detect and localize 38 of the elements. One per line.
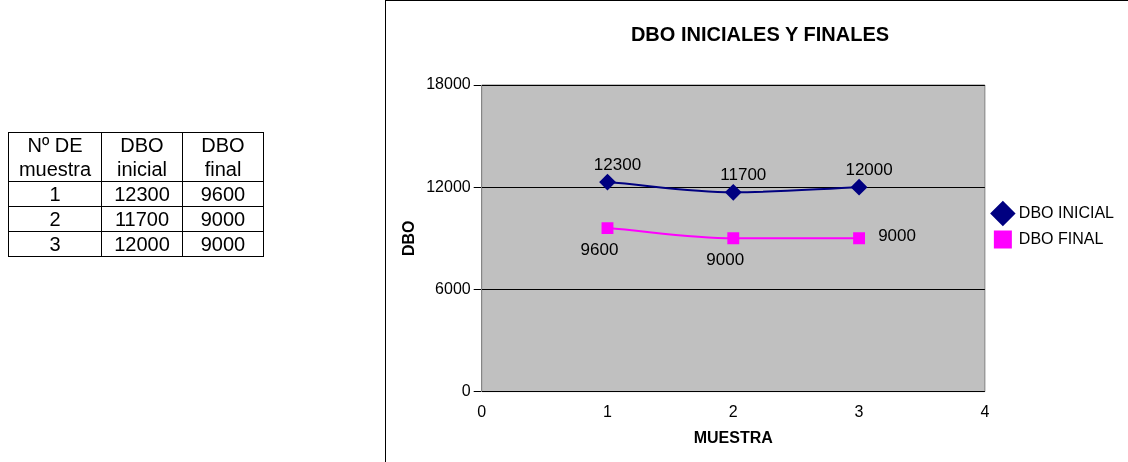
point (725, 184, 742, 201)
data-label: 9000 (706, 250, 745, 270)
data-label: 11700 (101, 206, 183, 232)
data-label: 9000 (182, 231, 264, 257)
x-tick-label: 1 (603, 402, 613, 420)
chart-title: DBO INICIALES Y FINALES (630, 22, 890, 45)
data-label: 12300 (593, 155, 642, 175)
x-axis-title: MUESTRA (693, 428, 774, 446)
text: DBO final (182, 132, 264, 182)
x-tick-label: 3 (854, 402, 864, 420)
data-label: 12000 (845, 160, 893, 180)
point (727, 232, 740, 245)
data-label: 12000 (101, 231, 183, 257)
text: DBO inicial (101, 132, 183, 182)
x-tick-label: 0 (477, 402, 487, 420)
point (853, 232, 866, 245)
point (851, 179, 868, 196)
y-tick-label: 0 (461, 382, 471, 400)
category-label: 1 (8, 181, 102, 207)
y-tick-label: 12000 (426, 177, 471, 195)
text: Nº DE muestra (8, 132, 102, 182)
category-label: 3 (8, 231, 102, 257)
point (599, 174, 616, 191)
data-label: 9600 (182, 181, 264, 207)
data-label: 11700 (720, 165, 767, 185)
x-tick-label: 2 (728, 402, 738, 420)
point (601, 222, 614, 235)
y-tick-label: 18000 (426, 75, 471, 93)
x-tick-label: 4 (980, 402, 990, 420)
y-axis-title: DBO (400, 220, 418, 257)
data-label: 12300 (101, 181, 183, 207)
data-label: 9600 (580, 240, 619, 260)
data-label: 9000 (878, 226, 916, 246)
category-label: 2 (8, 206, 102, 232)
y-tick-label: 6000 (435, 279, 471, 297)
legend-label: DBO FINAL (1018, 229, 1104, 247)
data-label: 9000 (182, 206, 264, 232)
legend-label: DBO INICIAL (1018, 203, 1115, 221)
